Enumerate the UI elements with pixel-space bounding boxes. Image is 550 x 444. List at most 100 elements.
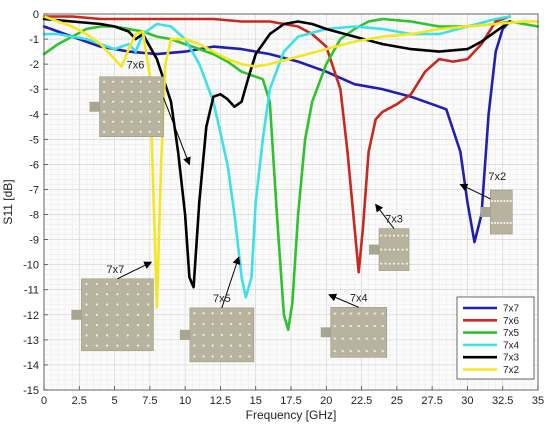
array-element-dot — [126, 344, 129, 347]
array-element-dot — [341, 337, 344, 340]
array-element-dot — [229, 355, 233, 358]
array-element-dot — [500, 221, 503, 225]
legend-label-7x7: 7x7 — [503, 304, 520, 315]
array-element-dot — [503, 199, 506, 203]
legend-label-7x3: 7x3 — [503, 353, 520, 364]
array-element-dot — [112, 80, 115, 83]
array-patch-7x2 — [490, 189, 513, 235]
array-element-dot — [121, 110, 124, 113]
y-tick-label: -8 — [29, 210, 39, 222]
x-tick-label: 5 — [112, 395, 118, 407]
y-tick-label: -3 — [29, 84, 39, 96]
array-element-dot — [202, 344, 205, 347]
legend-box — [456, 296, 535, 380]
array-element-dot — [509, 199, 512, 203]
array-element-dot — [130, 90, 133, 93]
array-element-dot — [373, 349, 376, 353]
y-tick-label: -1 — [29, 34, 39, 46]
array-element-dot — [126, 323, 129, 327]
array-element-dot — [85, 293, 88, 296]
array-element-dot — [357, 312, 360, 315]
array-element-dot — [202, 355, 205, 358]
array-element-dot — [102, 110, 106, 113]
y-tick-label: -4 — [29, 109, 39, 121]
x-tick-label: 25 — [391, 395, 403, 407]
y-tick-label: -11 — [24, 285, 39, 297]
x-axis-label: Frequency [GHz] — [246, 408, 337, 422]
array-element-dot — [136, 303, 140, 306]
array-element-dot — [248, 322, 251, 326]
annotation-7x3: 7x3 — [369, 203, 410, 271]
array-element-dot — [193, 312, 196, 315]
array-element-dot — [130, 80, 133, 83]
array-element-dot — [248, 312, 251, 315]
array-element-dot — [130, 120, 133, 123]
array-element-dot — [193, 333, 196, 336]
array-element-dot — [392, 262, 396, 265]
legend-label-7x2: 7x2 — [503, 365, 520, 376]
array-element-dot — [202, 333, 205, 336]
array-element-dot — [405, 248, 408, 251]
array-element-dot — [229, 344, 233, 347]
feed-line-7x5 — [179, 329, 192, 340]
array-element-dot — [357, 324, 360, 328]
y-tick-label: -2 — [29, 59, 39, 71]
array-element-dot — [147, 334, 150, 337]
array-element-dot — [349, 337, 352, 340]
array-element-dot — [112, 120, 115, 123]
annotation-label-7x5: 7x5 — [213, 293, 231, 305]
array-element-dot — [95, 282, 98, 286]
array-element-dot — [193, 344, 196, 347]
array-element-dot — [147, 303, 150, 306]
array-element-dot — [139, 90, 142, 93]
y-tick-label: -14 — [23, 360, 39, 372]
annotation-7x6: 7x6 — [89, 60, 191, 166]
array-element-dot — [493, 199, 497, 203]
array-element-dot — [193, 355, 196, 358]
array-element-dot — [381, 337, 384, 340]
array-element-dot — [248, 344, 251, 347]
annotation-arrow-7x2 — [459, 183, 491, 200]
array-element-dot — [490, 199, 493, 203]
array-element-dot — [136, 344, 140, 347]
feed-line-7x2 — [480, 207, 493, 218]
array-element-dot — [506, 221, 509, 225]
array-element-dot — [397, 262, 400, 265]
array-element-dot — [126, 313, 129, 316]
array-element-dot — [139, 130, 142, 133]
x-tick-label: 35 — [532, 395, 544, 407]
x-tick-label: 27.5 — [421, 395, 442, 407]
y-tick-label: 0 — [33, 9, 39, 21]
array-element-dot — [211, 344, 214, 347]
array-element-dot — [139, 110, 142, 113]
array-element-dot — [121, 130, 124, 133]
array-element-dot — [121, 100, 124, 103]
array-element-dot — [381, 312, 384, 315]
array-element-dot — [130, 130, 133, 133]
y-tick-label: -10 — [23, 260, 39, 272]
array-element-dot — [148, 120, 151, 123]
array-element-dot — [333, 349, 336, 353]
x-tick-label: 0 — [41, 395, 47, 407]
array-element-dot — [95, 303, 98, 306]
array-element-dot — [341, 312, 344, 315]
y-tick-label: -9 — [29, 235, 39, 247]
array-element-dot — [333, 337, 336, 340]
array-element-dot — [239, 312, 242, 315]
array-element-dot — [85, 282, 88, 286]
array-element-dot — [349, 349, 352, 353]
x-tick-label: 2.5 — [72, 395, 87, 407]
array-element-dot — [85, 334, 88, 337]
annotation-label-7x4: 7x4 — [350, 292, 368, 304]
array-element-dot — [112, 100, 115, 103]
array-element-dot — [365, 324, 368, 328]
annotations-group: 7x6 7x7 7x5 7x4 7x3 7x2 — [71, 60, 513, 363]
array-element-dot — [248, 355, 251, 358]
array-element-dot — [106, 293, 109, 296]
array-element-dot — [157, 100, 161, 103]
annotation-7x7: 7x7 — [71, 261, 154, 352]
annotation-7x5: 7x5 — [179, 256, 255, 363]
array-element-dot — [148, 100, 151, 103]
array-element-dot — [147, 344, 150, 347]
annotation-arrow-7x7 — [117, 261, 153, 280]
